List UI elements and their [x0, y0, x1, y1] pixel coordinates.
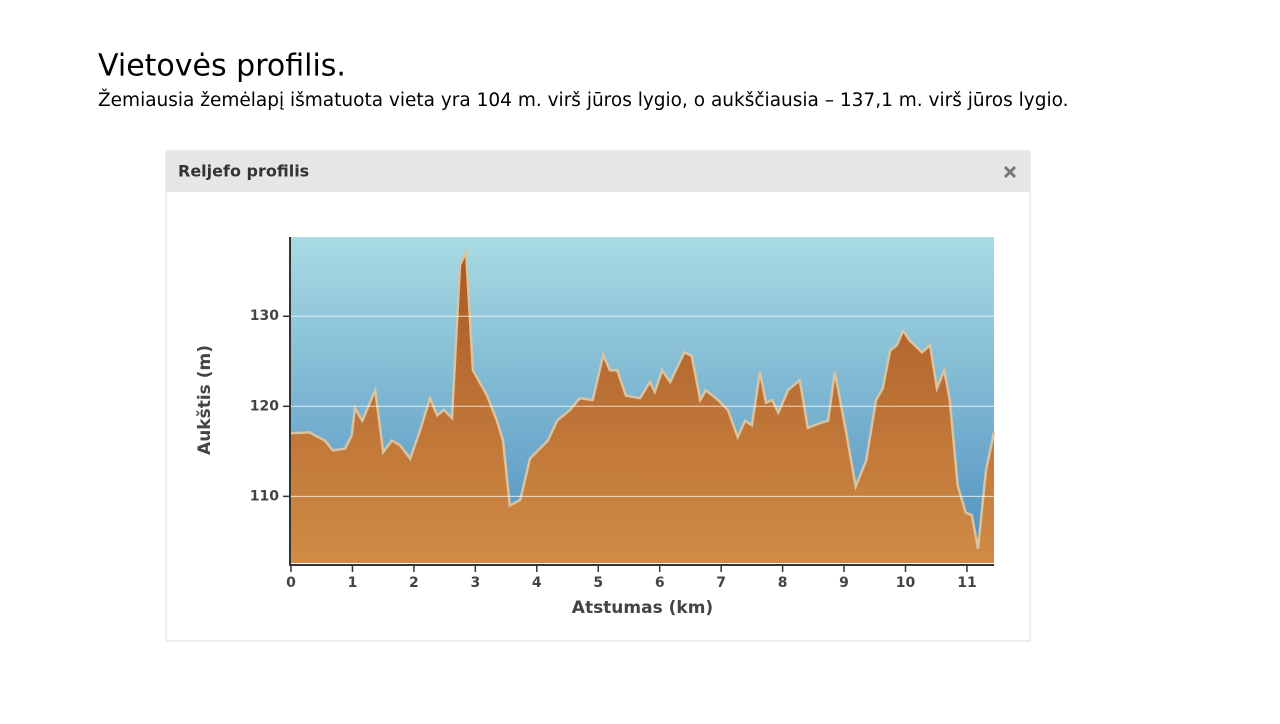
y-tick-label: 110 [250, 488, 279, 504]
slide-title: Vietovės profilis. [98, 49, 346, 84]
terrain-area [291, 252, 994, 564]
x-tick-label: 4 [532, 575, 542, 591]
x-tick-label: 7 [716, 575, 726, 591]
x-tick-label: 0 [286, 575, 296, 591]
x-tick-label: 8 [778, 575, 788, 591]
x-tick-label: 2 [409, 575, 419, 591]
panel-title: Reljefo profilis [178, 162, 309, 181]
slide-subtitle: Žemiausia žemėlapį išmatuota vieta yra 1… [98, 89, 1068, 111]
x-tick-label: 6 [655, 575, 665, 591]
y-tick-label: 130 [250, 308, 279, 324]
x-axis-title: Atstumas (km) [572, 598, 713, 618]
terrain-line [290, 247, 996, 549]
x-tick-label: 3 [470, 575, 480, 591]
x-tick-label: 5 [593, 575, 603, 591]
y-axis-title: Aukštis (m) [195, 345, 215, 455]
x-tick-label: 9 [839, 575, 849, 591]
close-button[interactable] [1003, 165, 1017, 179]
x-tick-label: 10 [896, 575, 916, 591]
x-tick-label: 1 [348, 575, 358, 591]
x-tick-label: 11 [957, 575, 976, 591]
panel-header [166, 151, 1030, 192]
y-tick-label: 120 [250, 398, 279, 414]
